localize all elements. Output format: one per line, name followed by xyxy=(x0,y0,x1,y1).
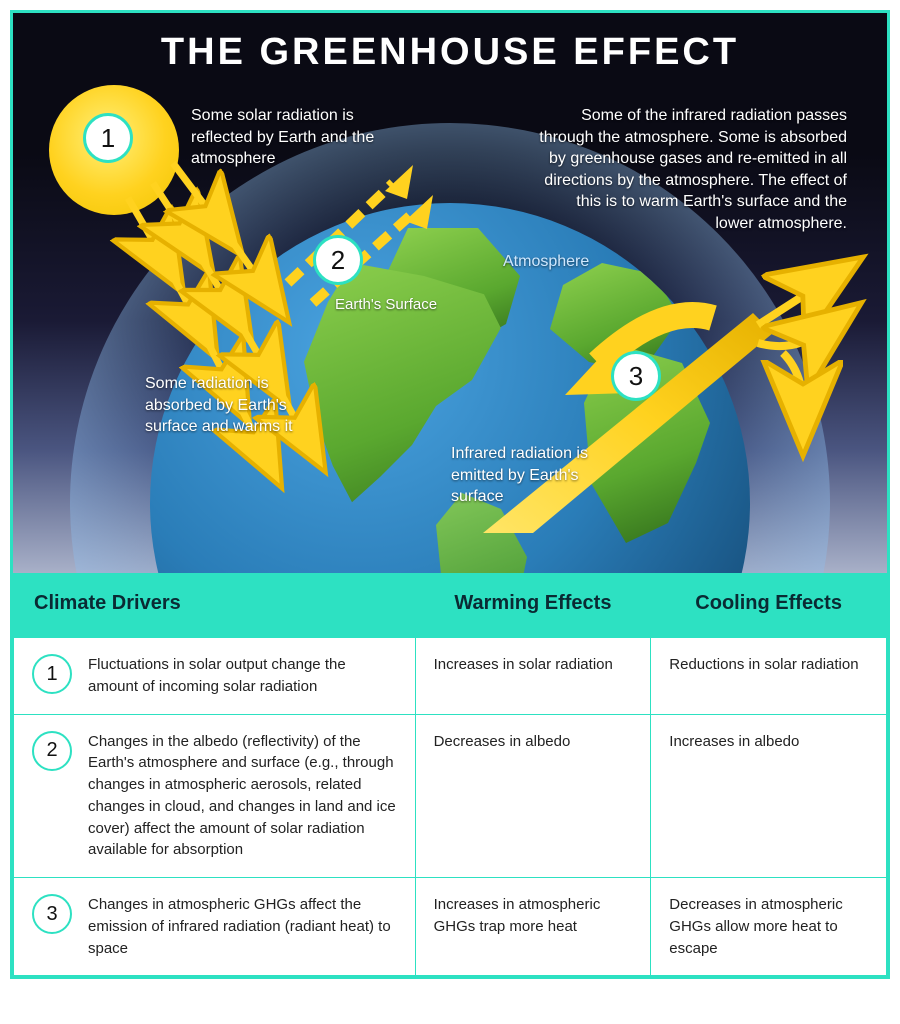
annotation-right: Some of the infrared radiation passes th… xyxy=(537,105,847,235)
escaping-arrow xyxy=(758,283,823,325)
cooling-text: Increases in albedo xyxy=(651,714,887,878)
annotation-absorbed: Some radiation is absorbed by Earth's su… xyxy=(145,373,295,438)
annotation-reflected: Some solar radiation is reflected by Ear… xyxy=(191,105,391,170)
label-earth-surface: Earth's Surface xyxy=(335,295,437,315)
col-header-cooling: Cooling Effects xyxy=(651,574,887,638)
row-number-circle: 1 xyxy=(32,654,72,694)
diagram-marker-1: 1 xyxy=(83,113,133,163)
row-number-circle: 3 xyxy=(32,894,72,934)
infographic-frame: THE GREENHOUSE EFFECT xyxy=(10,10,890,979)
warming-text: Increases in atmospheric GHGs trap more … xyxy=(415,878,651,976)
escaping-arrow xyxy=(758,331,823,408)
greenhouse-diagram: THE GREENHOUSE EFFECT xyxy=(13,13,887,573)
incoming-ray xyxy=(173,163,265,288)
climate-drivers-table: Climate Drivers Warming Effects Cooling … xyxy=(13,573,887,976)
table-row: 3 Changes in atmospheric GHGs affect the … xyxy=(14,878,887,976)
cooling-text: Decreases in atmospheric GHGs allow more… xyxy=(651,878,887,976)
warming-text: Decreases in albedo xyxy=(415,714,651,878)
diagram-marker-3: 3 xyxy=(611,351,661,401)
driver-text: Changes in atmospheric GHGs affect the e… xyxy=(88,894,397,959)
label-atmosphere: Atmosphere xyxy=(503,251,589,273)
driver-text: Changes in the albedo (reflectivity) of … xyxy=(88,731,397,862)
diagram-marker-2: 2 xyxy=(313,235,363,285)
table-row: 1 Fluctuations in solar output change the… xyxy=(14,638,887,715)
warming-text: Increases in solar radiation xyxy=(415,638,651,715)
row-number-circle: 2 xyxy=(32,731,72,771)
table-row: 2 Changes in the albedo (reflectivity) of… xyxy=(14,714,887,878)
annotation-emitted: Infrared radiation is emitted by Earth's… xyxy=(451,443,621,508)
col-header-drivers: Climate Drivers xyxy=(14,574,416,638)
radiation-arrows xyxy=(13,13,887,573)
driver-text: Fluctuations in solar output change the … xyxy=(88,654,397,698)
col-header-warming: Warming Effects xyxy=(415,574,651,638)
cooling-text: Reductions in solar radiation xyxy=(651,638,887,715)
